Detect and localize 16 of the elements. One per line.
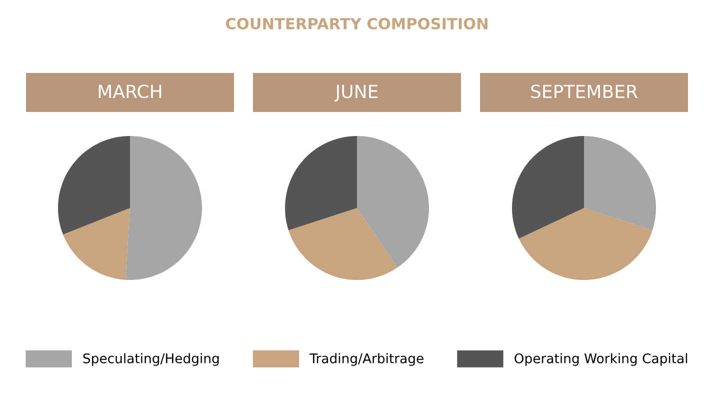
pie-slice bbox=[357, 136, 429, 268]
legend-label: Operating Working Capital bbox=[514, 353, 688, 366]
pie-slice bbox=[285, 136, 357, 230]
chart-title: MARCH bbox=[98, 84, 162, 98]
chart-title: JUNE bbox=[334, 84, 378, 102]
legend-label: Speculating/Hedging bbox=[83, 353, 219, 366]
text: COUNTERPARTY COMPOSITION bbox=[226, 18, 488, 30]
chart-title: SEPTEMBER bbox=[531, 84, 638, 98]
pie-slice bbox=[288, 208, 398, 280]
pie-slice bbox=[512, 136, 584, 239]
pie-slice bbox=[58, 136, 130, 235]
pie-slice bbox=[125, 136, 202, 280]
legend-label: Trading/Arbitrage bbox=[310, 353, 424, 366]
pie-slice bbox=[63, 208, 130, 280]
pie-slice bbox=[584, 136, 656, 230]
pie-slice bbox=[518, 208, 652, 280]
